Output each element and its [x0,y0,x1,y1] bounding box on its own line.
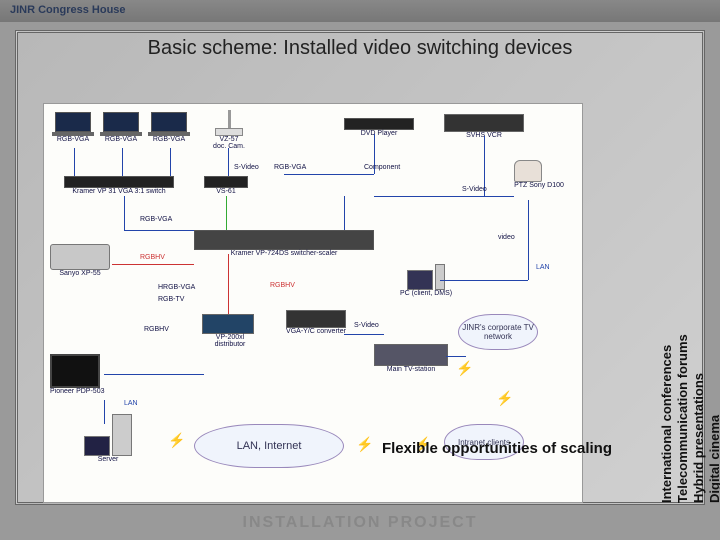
sig-video: video [498,234,515,241]
line [446,356,466,357]
bolt-icon: ⚡ [496,390,513,407]
sig-svideo-2: S-Video [462,186,487,193]
line [170,148,171,176]
vp200-dist: VP-200xl distributor [202,314,258,348]
server: Server [84,414,132,463]
vga-yc-converter: VGA-Y/C converter [286,310,346,335]
doc-cam-label2: doc. Cam. [212,143,246,150]
converter-label: VGA-Y/C converter [286,328,346,335]
laptop-2: RGB-VGA [100,112,142,140]
line [104,374,204,375]
line [440,280,528,281]
line [74,148,75,176]
vga-switch-label: Kramer VP 31 VGA 3:1 switch [64,188,174,195]
vtext-hybrid: Hybrid presentations [691,373,706,503]
plasma-display: Pioneer PDP-503 [50,354,104,395]
header-bar: JINR Congress House [0,0,720,22]
doc-cam: VZ-57 doc. Cam. [212,110,246,140]
mtv-label: Main TV-station [374,366,448,373]
vs61: VS-61 [204,176,248,195]
laptop-3: RGB-VGA [148,112,190,140]
laptop-3-label: RGB-VGA [148,136,190,143]
sig-svideo-3: S-Video [354,322,379,329]
vs61-label: VS-61 [204,188,248,195]
sig-rgbtv: RGB-TV [158,296,184,303]
vtext-forums: Telecommunication forums [675,334,690,503]
line [104,400,105,424]
ptz-label: PTZ Sony D100 [514,182,564,189]
cloud-lan-internet: LAN, Internet [194,424,344,468]
line [344,334,384,335]
line [374,196,514,197]
vtext-conf: International conferences [659,345,674,503]
sig-rgbvga-2: RGB-VGA [140,216,172,223]
line [226,196,227,230]
pc-label: PC (client, DMS) [400,290,452,297]
dvd-player: DVD Player [344,118,414,137]
sig-rgbvga-1: RGB-VGA [274,164,306,171]
sig-hrgbvga: HRGB-VGA [158,284,195,291]
sig-lan-2: LAN [536,264,550,271]
line [112,264,194,265]
dvd-label: DVD Player [344,130,414,137]
slide-frame: Basic scheme: Installed video switching … [15,30,705,505]
switcher-scaler: Kramer VP-724DS switcher-scaler [194,230,374,257]
footer-text: INSTALLATION PROJECT [0,514,720,532]
laptop-1: RGB-VGA [52,112,94,140]
bolt-icon: ⚡ [168,432,185,449]
cloud-jinr-tv: JINR's corporate TV network [458,314,538,350]
line [344,196,345,230]
line [124,230,194,231]
sig-svideo-1: S-Video [234,164,259,171]
line [284,174,374,175]
vga-switch: Kramer VP 31 VGA 3:1 switch [64,176,174,195]
sig-rgbhv-1: RGBHV [140,254,165,261]
sig-rgbhv-3: RGBHV [144,326,169,333]
vp200-label: VP-200xl distributor [202,334,258,348]
doc-cam-label1: VZ-57 [212,136,246,143]
projector: Sanyo XP-55 [50,244,110,277]
ptz-cam: PTZ Sony D100 [514,160,564,189]
vtext-cinema: Digital cinema [707,415,720,503]
line [228,148,229,176]
line [124,196,125,230]
bolt-icon: ⚡ [456,360,473,377]
projector-label: Sanyo XP-55 [50,270,110,277]
slide-title: Basic scheme: Installed video switching … [18,37,702,60]
line [528,200,529,280]
laptop-2-label: RGB-VGA [100,136,142,143]
scaler-label: Kramer VP-724DS switcher-scaler [194,250,374,257]
line [228,254,229,314]
sig-lan-1: LAN [124,400,138,407]
pdp-label: Pioneer PDP-503 [50,388,104,395]
line [122,148,123,176]
sig-component: Component [364,164,400,171]
bolt-icon: ⚡ [356,436,373,453]
server-label: Server [84,456,132,463]
laptop-1-label: RGB-VGA [52,136,94,143]
sig-rgbhv-2: RGBHV [270,282,295,289]
main-tv-station: Main TV-station [374,344,448,373]
scaling-caption: Flexible opportunities of scaling [382,440,612,457]
